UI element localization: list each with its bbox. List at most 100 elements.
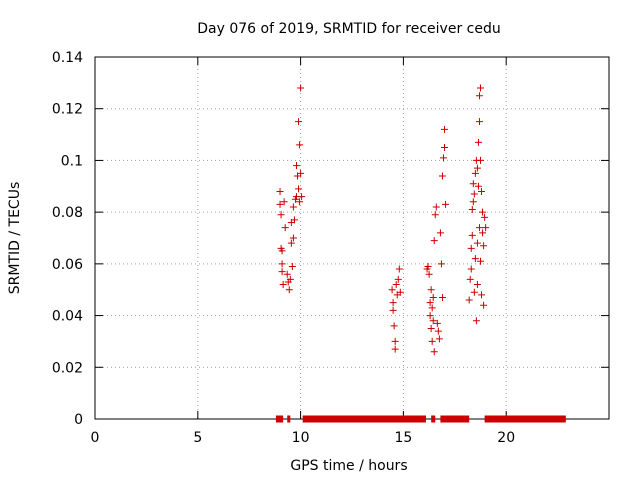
y-tick-label: 0 — [74, 412, 83, 428]
data-point — [471, 255, 479, 263]
y-tick-label: 0.1 — [61, 153, 83, 169]
data-point — [280, 198, 288, 206]
data-point — [428, 337, 436, 345]
x-tick-label: 10 — [292, 430, 310, 446]
data-point — [296, 198, 304, 206]
data-point — [297, 84, 305, 92]
data-point — [480, 301, 488, 309]
data-point — [279, 281, 287, 289]
data-point — [278, 260, 286, 268]
data-point — [434, 327, 442, 335]
x-tick-label: 20 — [497, 430, 515, 446]
data-point — [477, 156, 484, 164]
data-point — [290, 216, 298, 224]
data-point — [481, 213, 489, 221]
data-point — [391, 345, 399, 353]
data-point — [441, 125, 449, 133]
data-point — [433, 319, 441, 327]
data-point — [287, 239, 295, 247]
x-axis-label: GPS time / hours — [290, 458, 407, 474]
data-point — [426, 312, 434, 320]
data-point — [392, 281, 400, 289]
data-point — [438, 293, 446, 301]
data-point — [470, 190, 478, 198]
data-point — [426, 299, 434, 307]
data-point — [296, 141, 304, 149]
data-point — [465, 296, 473, 304]
data-point — [477, 84, 484, 92]
y-tick-label: 0.14 — [52, 50, 83, 66]
data-point — [285, 286, 293, 294]
data-point — [389, 306, 397, 314]
data-point — [467, 265, 475, 273]
data-point — [281, 224, 289, 232]
data-point — [430, 348, 438, 356]
grid — [95, 57, 609, 419]
data-point — [276, 200, 284, 208]
data-point — [430, 237, 438, 245]
data-point — [277, 211, 285, 219]
y-tick-label: 0.08 — [52, 205, 83, 221]
data-point — [389, 299, 397, 307]
data-point — [427, 286, 435, 294]
data-point — [472, 317, 480, 325]
data-point — [474, 182, 482, 190]
data-point — [466, 275, 474, 283]
data-point — [475, 92, 483, 100]
data-point — [424, 262, 432, 270]
data-point — [437, 260, 445, 268]
axis-ticks: 0 5 10 15 20 0 0.02 0.04 0.06 0.08 0.1 0.12 0.14 — [52, 50, 609, 446]
data-point — [478, 291, 486, 299]
data-marks — [275, 84, 566, 423]
data-point — [292, 162, 300, 170]
data-point — [471, 169, 479, 177]
data-point — [477, 257, 484, 265]
data-point — [439, 154, 447, 162]
data-point — [425, 270, 433, 278]
data-point — [283, 270, 291, 278]
data-point — [469, 198, 477, 206]
data-point — [391, 337, 399, 345]
data-point — [395, 265, 403, 273]
data-point — [473, 239, 481, 247]
data-point — [475, 118, 483, 126]
y-tick-label: 0.06 — [52, 257, 83, 273]
data-point — [297, 169, 305, 177]
data-point — [469, 180, 477, 188]
data-point — [276, 187, 284, 195]
data-point — [289, 234, 297, 242]
data-point — [473, 281, 481, 289]
data-point — [428, 304, 436, 312]
data-point — [478, 187, 486, 195]
data-point — [479, 208, 487, 216]
data-point — [475, 224, 483, 232]
data-point — [286, 275, 294, 283]
data-point — [431, 211, 439, 219]
x-tick-label: 15 — [394, 430, 412, 446]
x-tick-label: 0 — [91, 430, 100, 446]
data-point — [480, 242, 488, 250]
data-point — [436, 229, 444, 237]
data-point — [468, 206, 476, 214]
plot-frame — [94, 56, 610, 420]
data-point — [473, 164, 481, 172]
y-axis-label: SRMTID / TECUs — [7, 182, 23, 295]
data-point — [396, 288, 404, 296]
data-point — [442, 200, 450, 208]
data-point — [427, 325, 435, 332]
data-point — [278, 268, 286, 276]
data-point — [438, 172, 446, 180]
data-point — [470, 288, 478, 296]
data-point — [278, 247, 286, 255]
chart-title: Day 076 of 2019, SRMTID for receiver ced… — [197, 21, 500, 37]
data-point — [394, 275, 402, 283]
data-point — [295, 118, 303, 126]
data-point — [479, 229, 487, 237]
data-point — [468, 231, 476, 239]
y-tick-label: 0.12 — [52, 102, 83, 118]
data-point — [388, 286, 396, 294]
data-point — [298, 193, 306, 201]
data-point — [482, 224, 490, 232]
data-point — [441, 144, 449, 151]
